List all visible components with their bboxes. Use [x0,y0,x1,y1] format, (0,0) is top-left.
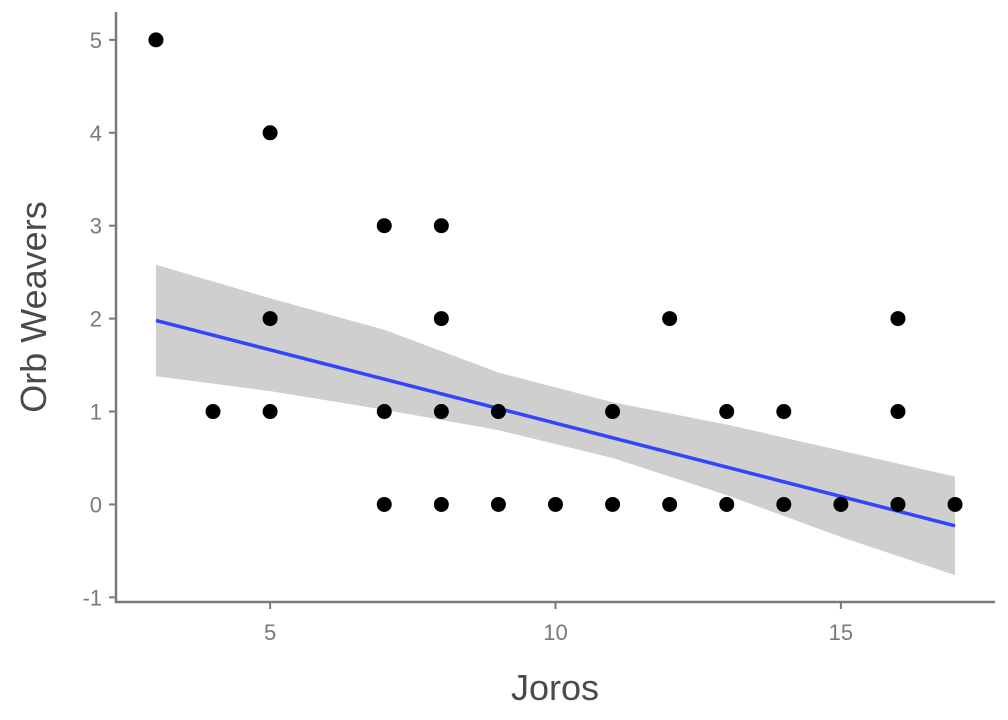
data-point [890,404,906,420]
y-tick-label: 4 [90,121,102,146]
data-point [148,32,164,48]
data-point [376,404,392,420]
x-tick-label: 15 [829,620,853,645]
data-point [262,125,278,141]
confidence-band-layer [156,264,955,576]
y-tick-label: 1 [90,400,102,425]
y-tick-label: 5 [90,28,102,53]
y-tick-label: 0 [90,492,102,517]
data-point [433,496,449,512]
data-point [833,496,849,512]
data-points-layer [148,32,963,512]
data-point [890,311,906,327]
data-point [433,404,449,420]
data-point [947,496,963,512]
y-tick-label: 2 [90,307,102,332]
data-point [719,496,735,512]
data-point [262,311,278,327]
data-point [605,404,621,420]
data-point [776,404,792,420]
x-tick-label: 5 [264,620,276,645]
data-point [548,496,563,512]
data-point [662,496,678,512]
tick-labels-layer: -1 0 1 2 3 4 5 5 10 15 [82,28,853,645]
trend-line [155,318,956,528]
x-tick-label: 10 [543,620,567,645]
data-point [776,496,792,512]
y-tick-label: 3 [90,214,102,239]
trend-line-layer [155,318,956,528]
confidence-band [156,264,955,576]
data-point [662,311,678,327]
data-point [719,404,735,420]
data-point [376,218,392,234]
data-point [262,404,278,420]
data-point [376,496,392,512]
x-axis-title: Joros [511,667,599,708]
data-point [205,404,221,420]
data-point [490,496,506,512]
axes-layer [109,12,995,609]
data-point [490,404,506,420]
data-point [433,311,449,327]
data-point [605,496,621,512]
data-point [433,218,449,234]
y-axis-title: Orb Weavers [13,201,54,412]
data-point [890,496,906,512]
y-tick-label: -1 [82,585,102,610]
